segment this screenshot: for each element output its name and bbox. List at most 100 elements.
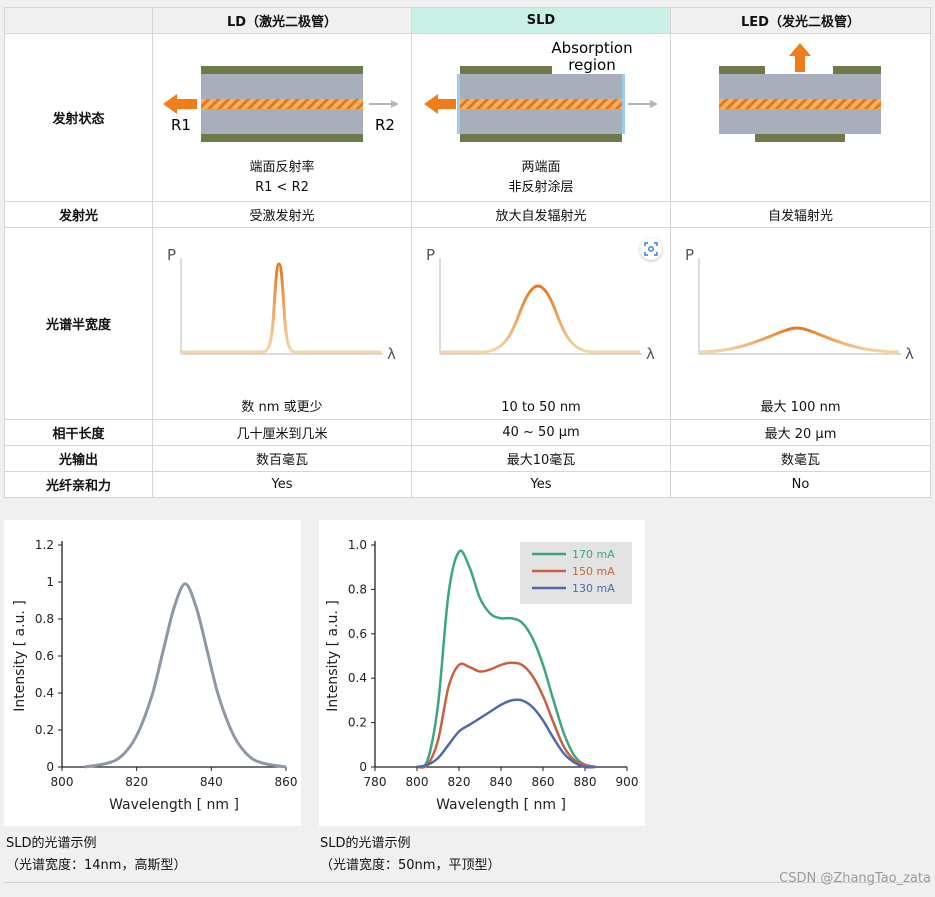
chart-1-legend-label-1: 150 mA [572,565,615,578]
led-spectral-width-value: 最大 100 nm [760,400,841,415]
chart-0-ytick-label: 0.8 [35,612,54,626]
led-emitted-light: 自发辐射光 [670,201,931,228]
ld-spectrum-cell: P λ 数 nm 或更少 [152,227,412,420]
chart-1-xtick-label: 840 [490,775,513,789]
sld-spectral-width-value: 10 to 50 nm [501,400,581,415]
row-label-light-output: 光输出 [4,445,153,472]
sld-axis-lambda: λ [646,345,655,363]
sld-left-arrow-icon [424,94,456,114]
row-label-spectral-width: 光谱半宽度 [4,227,153,420]
ld-axis-p: P [167,246,176,264]
sld-light-output: 最大10毫瓦 [411,445,671,472]
ld-axis-lambda: λ [387,345,396,363]
chart-0-ytick-label: 0.4 [35,686,54,700]
chart-1-legend-label-2: 130 mA [572,582,615,595]
chart-1-series-line-0 [416,549,596,769]
chart-right: 0 0.2 0.4 0.6 0.8 1.0 780 800 820 840 860 880 900 Wav… [325,538,639,813]
led-axis-p: P [685,246,694,264]
chart-1-ytick-label: 0.2 [348,716,367,730]
caption-right-line1: SLD的光谱示例 [320,836,411,851]
chart-0-ytick-label: 1.2 [35,538,54,552]
led-top-electrode-left [719,66,765,74]
scan-icon [644,242,658,256]
led-spectrum-sketch: P λ [685,246,914,363]
chart-left-panel: 0 0.2 0.4 0.6 0.8 1 1.2 800 820 840 860 Wavelength … [4,520,301,826]
chart-0-ytick-label: 0.6 [35,649,54,663]
chart-1-series-line-2 [416,698,596,769]
led-structure-diagram [719,43,881,142]
chart-1-series-line-1 [416,661,596,769]
sld-left-coating [457,74,460,134]
sld-region-label: region [568,56,615,74]
ld-top-electrode [201,66,363,74]
led-axis-lambda: λ [905,345,914,363]
chart-0-xtick-label: 840 [200,775,223,789]
ld-spectrum-sketch: P λ [167,246,396,363]
chart-1-xtick-label: 900 [616,775,639,789]
ld-coherence-length: 几十厘米到几米 [152,419,412,446]
chart-1-xtick-label: 880 [574,775,597,789]
caption-left: SLD的光谱示例 （光谱宽度：14nm，高斯型） [6,833,186,877]
chart-1-ytick-label: 0.6 [348,627,367,641]
chart-0-xlabel: Wavelength [ nm ] [109,797,239,813]
header-sld: SLD [411,7,671,34]
chart-1-xtick-label: 860 [532,775,555,789]
sld-structure-diagram: Absorption region [424,39,658,142]
chart-1-legend-label-0: 170 mA [572,548,615,561]
chart-1-ytick-label: 0 [359,760,367,774]
sld-axis-p: P [426,246,435,264]
chart-1-xtick-label: 820 [448,775,471,789]
chart-1-ytick-label: 1.0 [348,538,367,552]
sld-spectrum-curve [440,284,640,354]
chart-1-legend [520,542,632,604]
led-spectrum-curve [698,326,900,354]
caption-left-line2: （光谱宽度：14nm，高斯型） [6,858,187,873]
ld-spectral-width-value: 数 nm 或更少 [241,400,323,415]
ld-bottom-electrode [201,134,363,142]
ld-active-layer [201,99,363,109]
chart-right-panel: 0 0.2 0.4 0.6 0.8 1.0 780 800 820 840 860 880 900 Wav… [319,520,645,826]
header-empty [4,7,153,34]
ld-right-arrow-icon [369,100,399,108]
ld-reflectivity-line2: R1 < R2 [255,180,309,195]
sld-spectrum-sketch: P λ [426,246,655,363]
bottom-divider [4,882,930,883]
row-label-emission-state: 发射状态 [4,33,153,202]
chart-1-xlabel: Wavelength [ nm ] [436,797,566,813]
led-top-electrode-right [833,66,881,74]
sld-right-arrow-icon [628,100,658,108]
led-emission-cell [670,33,931,202]
chart-1-ylabel: Intensity [ a.u. ] [325,600,341,712]
chart-0-xtick-label: 860 [275,775,298,789]
row-label-emitted-light: 发射光 [4,201,153,228]
ld-left-arrow-icon [163,94,197,114]
ld-fiber-affinity: Yes [152,471,412,498]
led-up-arrow-icon [789,43,811,72]
row-label-coherence-length: 相干长度 [4,419,153,446]
sld-coating-line2: 非反射涂层 [508,180,574,195]
chart-left: 0 0.2 0.4 0.6 0.8 1 1.2 800 820 840 860 Wavelength … [12,538,298,813]
chart-0-xtick-label: 820 [125,775,148,789]
chart-0-ytick-label: 0.2 [35,723,54,737]
ld-emitted-light: 受激发射光 [152,201,412,228]
led-active-layer [719,99,881,109]
sld-coating-line1: 两端面 [521,160,561,175]
sld-emitted-light: 放大自发辐射光 [411,201,671,228]
sld-fiber-affinity: Yes [411,471,671,498]
comparison-table: LD（激光二极管） SLD LED（发光二极管） 发射状态 R1 [4,7,931,498]
chart-0-ytick-label: 0 [46,760,54,774]
sld-coherence-length: 40 ~ 50 μm [411,419,671,446]
chart-0-ytick-label: 1 [46,575,54,589]
ld-light-output: 数百毫瓦 [152,445,412,472]
chart-1-ytick-label: 0.8 [348,582,367,596]
led-bottom-electrode [755,134,845,142]
row-label-fiber-affinity: 光纤亲和力 [4,471,153,498]
image-scan-button[interactable] [640,238,662,260]
chart-0-xtick-label: 800 [51,775,74,789]
header-ld: LD（激光二极管） [152,7,412,34]
sld-active-layer [460,99,622,109]
led-coherence-length: 最大 20 μm [670,419,931,446]
caption-right: SLD的光谱示例 （光谱宽度：50nm，平顶型） [320,833,500,877]
watermark: CSDN @ZhangTao_zata [779,871,931,886]
ld-emission-cell: R1 R2 端面反射率 R1 < R2 [152,33,412,202]
